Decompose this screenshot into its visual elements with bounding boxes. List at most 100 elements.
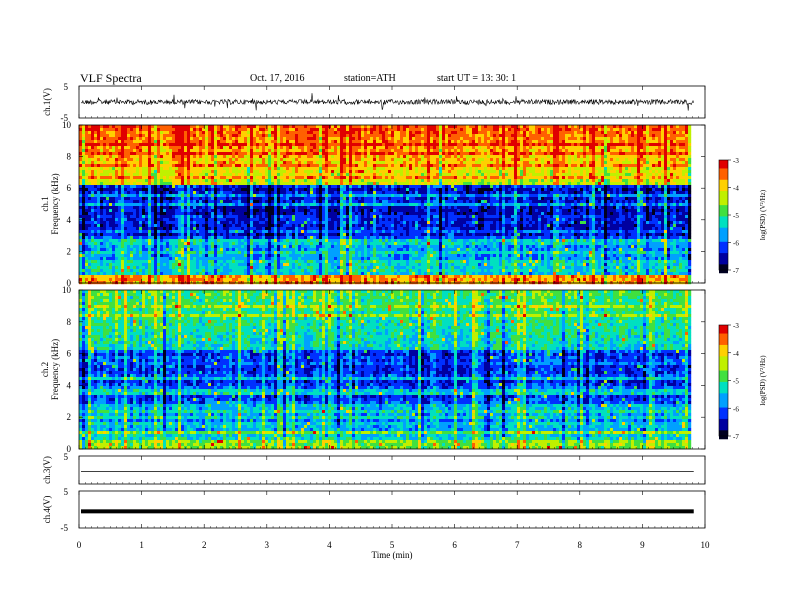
colorbar-cell — [719, 348, 728, 351]
x-tick-label: 4 — [327, 540, 332, 550]
colorbar-cell — [719, 202, 728, 205]
ch1-spectrogram-image — [79, 125, 705, 284]
colorbar-cell — [719, 390, 728, 393]
colorbar-cell — [719, 233, 728, 236]
ch1-ytick-label: 2 — [67, 246, 72, 256]
colorbar-cell — [719, 328, 728, 331]
colorbar-cell — [719, 180, 728, 183]
colorbar-cell — [719, 231, 728, 234]
colorbar-cell — [719, 211, 728, 214]
colorbar-cell — [719, 222, 728, 225]
ch2-colorbar-label: log(PSD) (V²/Hz) — [759, 355, 767, 406]
colorbar-cell — [719, 365, 728, 368]
colorbar-cell — [719, 345, 728, 348]
ch1-ytick-label: 8 — [67, 152, 72, 162]
colorbar-cell — [719, 413, 728, 416]
colorbar-cell — [719, 228, 728, 231]
x-tick-label: 7 — [515, 540, 520, 550]
colorbar-cell — [719, 408, 728, 411]
colorbar-cell — [719, 208, 728, 211]
ch1-channel-label: ch.1 — [40, 196, 50, 211]
colorbar-cell — [719, 436, 728, 439]
ch2-colorbar-tick-label: -3 — [733, 322, 739, 330]
x-tick-label: 0 — [77, 540, 82, 550]
colorbar-cell — [719, 396, 728, 399]
colorbar-cell — [719, 427, 728, 430]
chart-svg: 5-5ch.1(V)0246810ch.1 Frequency (kHz)-3-4… — [0, 0, 792, 612]
colorbar-cell — [719, 359, 728, 362]
x-tick-label: 2 — [202, 540, 207, 550]
colorbar-cell — [719, 342, 728, 345]
ch4-waveform-band — [81, 509, 694, 513]
ch1-ylabel: ch.1(V) — [42, 88, 52, 116]
colorbar-cell — [719, 168, 728, 171]
ch2-frequency-label: Frequency (kHz) — [50, 339, 60, 400]
colorbar-cell — [719, 416, 728, 419]
x-axis-label: Time (min) — [372, 550, 413, 560]
colorbar-cell — [719, 177, 728, 180]
colorbar-cell — [719, 188, 728, 191]
colorbar-cell — [719, 362, 728, 365]
colorbar-cell — [719, 339, 728, 342]
colorbar-cell — [719, 334, 728, 337]
colorbar-cell — [719, 402, 728, 405]
ch1-colorbar-label: log(PSD) (V²/Hz) — [759, 189, 767, 240]
colorbar-cell — [719, 197, 728, 200]
ch1-colorbar-tick-label: -7 — [733, 267, 739, 275]
colorbar-cell — [719, 356, 728, 359]
ch1-colorbar-tick-label: -5 — [733, 212, 739, 220]
colorbar-cell — [719, 264, 728, 267]
colorbar-cell — [719, 388, 728, 391]
colorbar-cell — [719, 216, 728, 219]
ch2-colorbar-tick-label: -5 — [733, 378, 739, 386]
x-tick-label: 6 — [452, 540, 457, 550]
colorbar-cell — [719, 242, 728, 245]
x-tick-label: 3 — [265, 540, 270, 550]
x-tick-label: 1 — [139, 540, 144, 550]
ch1-frequency-label: Frequency (kHz) — [50, 173, 60, 234]
colorbar-cell — [719, 259, 728, 262]
ch1-colorbar-tick-label: -4 — [733, 185, 739, 193]
colorbar-cell — [719, 382, 728, 385]
colorbar-cell — [719, 376, 728, 379]
colorbar-cell — [719, 373, 728, 376]
colorbar-cell — [719, 425, 728, 428]
colorbar-cell — [719, 399, 728, 402]
ch2-ytick-label: 6 — [67, 349, 72, 359]
ch1-waveform-line — [81, 93, 694, 110]
colorbar-cell — [719, 247, 728, 250]
ch2-channel-label: ch.2 — [40, 362, 50, 377]
ch2-ytick-label: 8 — [67, 317, 72, 327]
colorbar-cell — [719, 160, 728, 163]
ch4-ylabel: ch.4(V) — [42, 496, 52, 524]
colorbar-cell — [719, 174, 728, 177]
colorbar-cell — [719, 393, 728, 396]
colorbar-cell — [719, 422, 728, 425]
ch1-ytick-label: 4 — [67, 215, 72, 225]
colorbar-cell — [719, 256, 728, 259]
x-tick-label: 10 — [701, 540, 711, 550]
colorbar-cell — [719, 185, 728, 188]
colorbar-cell — [719, 336, 728, 339]
vlf-spectra-figure: VLF Spectra Oct. 17, 2016 station=ATH st… — [0, 0, 792, 612]
ch1-ytick-label: 5 — [64, 82, 69, 92]
colorbar-cell — [719, 262, 728, 265]
ch3-waveform-frame — [79, 456, 705, 484]
colorbar-cell — [719, 325, 728, 328]
ch4-ytick-label: 5 — [64, 487, 69, 497]
colorbar-cell — [719, 171, 728, 174]
colorbar-cell — [719, 199, 728, 202]
colorbar-cell — [719, 163, 728, 166]
ch1-ytick-label: 10 — [62, 120, 72, 130]
ch2-colorbar-tick-label: -6 — [733, 405, 739, 413]
ch2-ytick-label: 10 — [62, 285, 72, 295]
colorbar-cell — [719, 239, 728, 242]
colorbar-cell — [719, 419, 728, 422]
colorbar-cell — [719, 379, 728, 382]
colorbar-cell — [719, 405, 728, 408]
colorbar-cell — [719, 225, 728, 228]
colorbar-cell — [719, 250, 728, 253]
ch3-ytick-label: 5 — [64, 452, 69, 462]
colorbar-cell — [719, 368, 728, 371]
colorbar-cell — [719, 219, 728, 222]
